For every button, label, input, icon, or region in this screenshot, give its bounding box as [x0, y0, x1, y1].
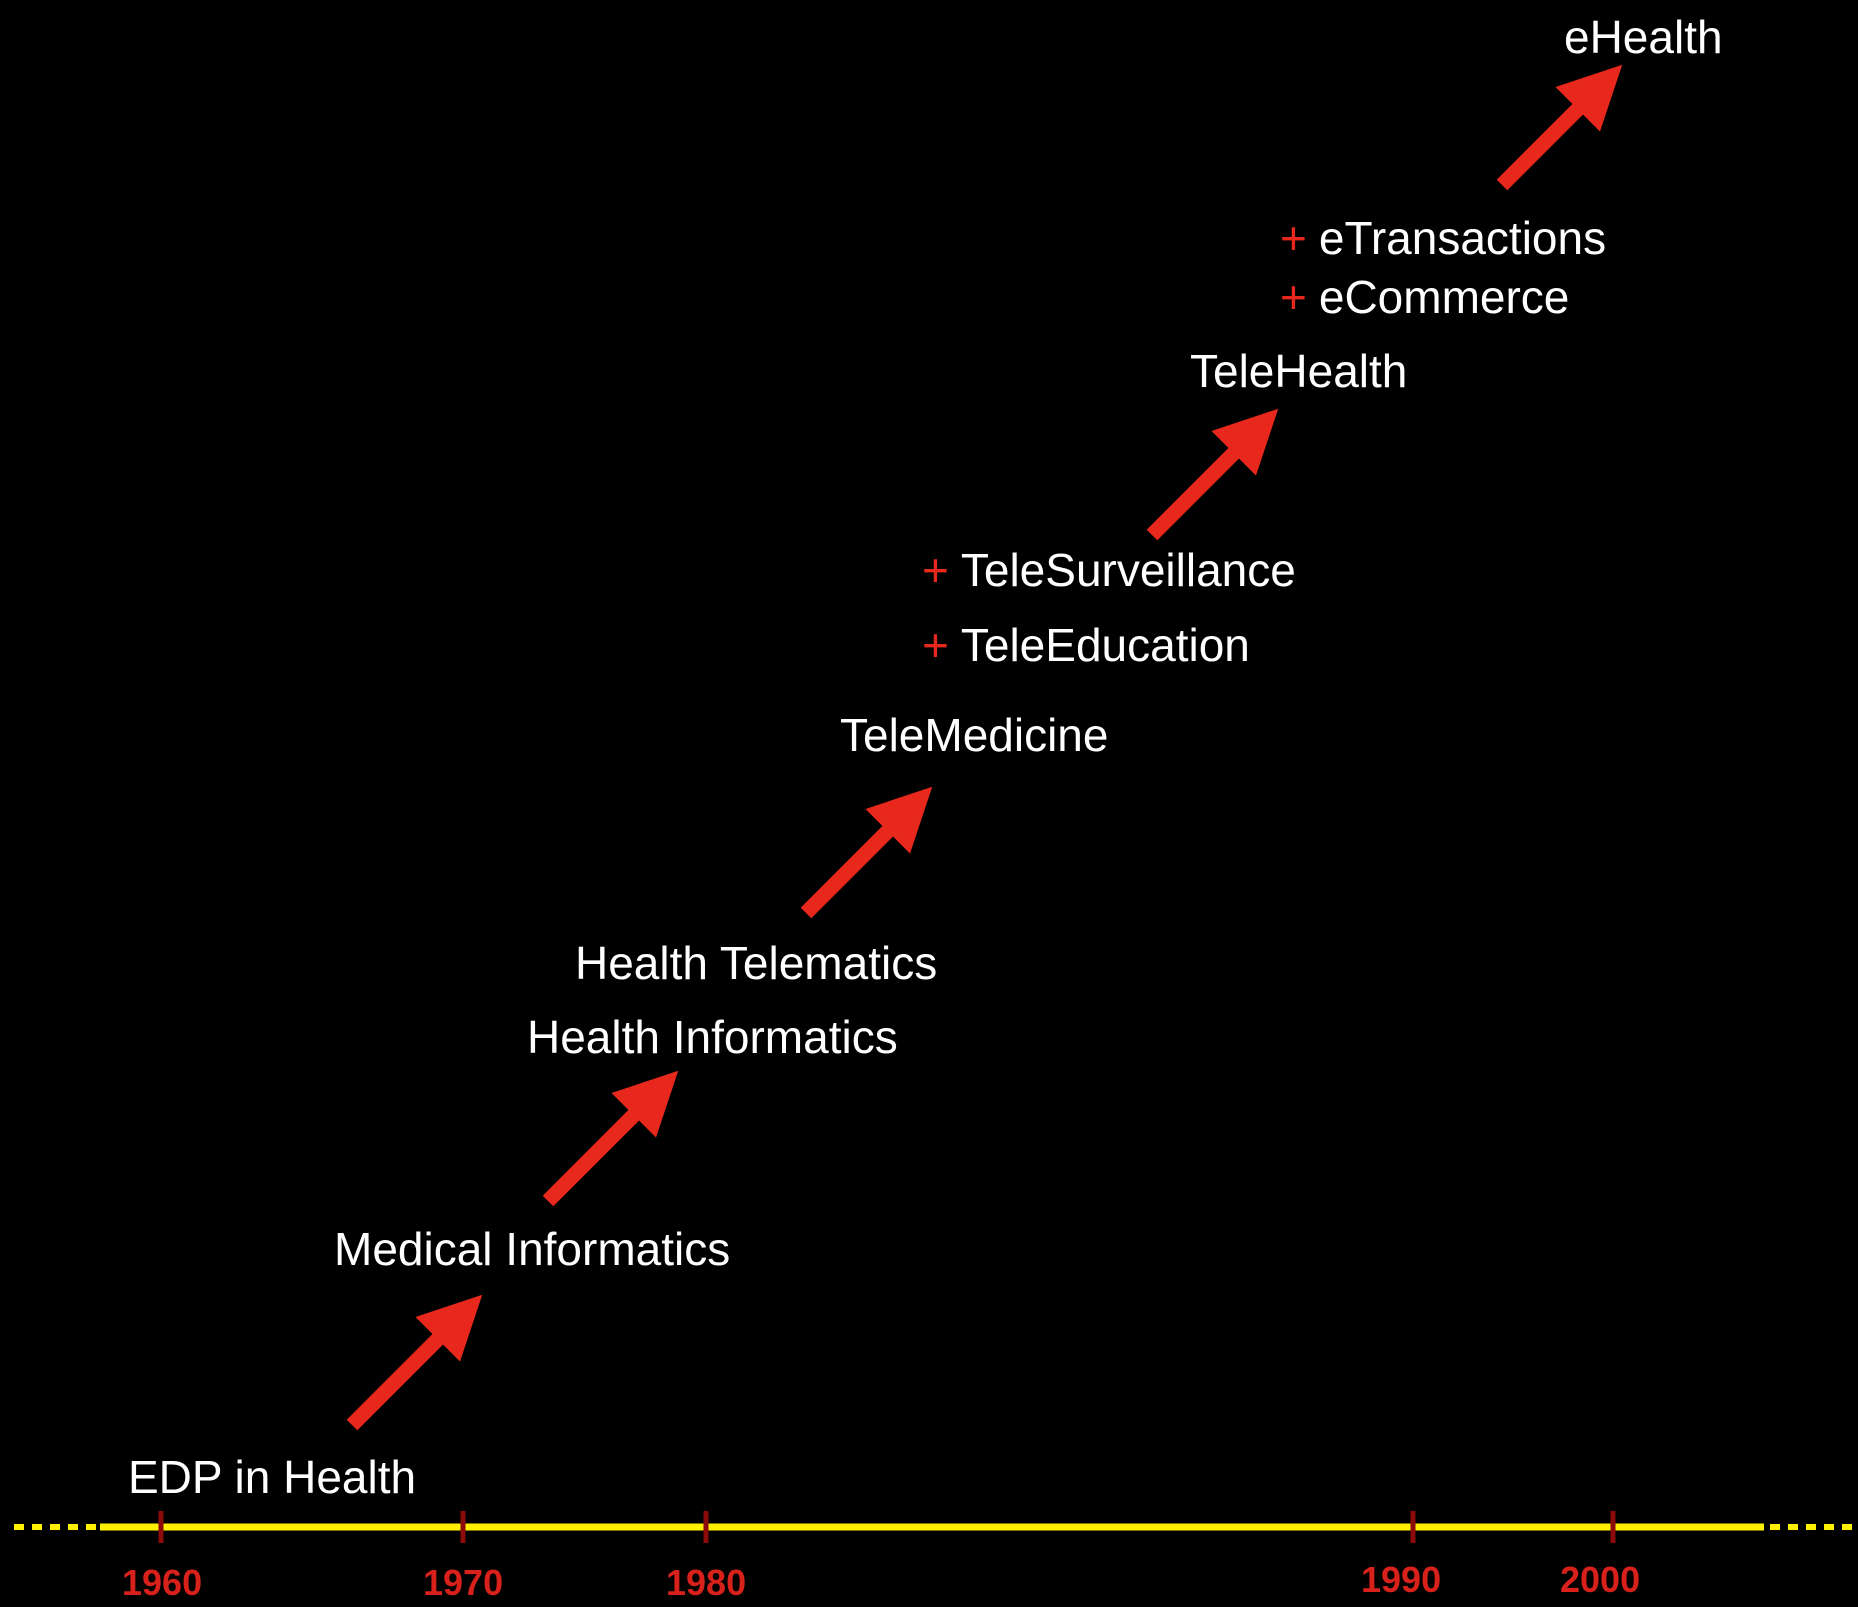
term-telemedicine: TeleMedicine	[840, 709, 1109, 761]
term-teleeducation-label: TeleEducation	[960, 619, 1250, 671]
year-label-1970: 1970	[423, 1562, 504, 1603]
term-health-telematics: Health Telematics	[575, 937, 938, 989]
year-label-1960: 1960	[122, 1562, 203, 1603]
term-telesurveillance: + TeleSurveillance	[922, 544, 1296, 596]
diagonal-up-right-arrow-icon	[542, 1070, 679, 1207]
diagonal-up-right-arrow-icon	[1146, 408, 1279, 541]
diagonal-up-right-arrow-icon	[800, 786, 933, 919]
term-telehealth: TeleHealth	[1190, 345, 1408, 397]
term-medical-informatics: Medical Informatics	[334, 1223, 731, 1275]
year-label-1980: 1980	[666, 1562, 747, 1603]
term-health-informatics: Health Informatics	[527, 1011, 898, 1063]
term-teleeducation: + TeleEducation	[922, 619, 1250, 671]
year-label-2000: 2000	[1560, 1559, 1641, 1600]
term-edp-in-health: EDP in Health	[128, 1451, 417, 1503]
plus-icon: +	[922, 544, 949, 596]
term-ecommerce-label: eCommerce	[1318, 271, 1570, 323]
term-telesurveillance-label: TeleSurveillance	[960, 544, 1296, 596]
term-etransactions-label: eTransactions	[1318, 212, 1607, 264]
plus-icon: +	[922, 619, 949, 671]
year-label-1990: 1990	[1361, 1559, 1442, 1600]
term-ecommerce: + eCommerce	[1280, 271, 1569, 323]
diagonal-up-right-arrow-icon	[1496, 64, 1623, 191]
plus-icon: +	[1280, 212, 1307, 264]
diagonal-up-right-arrow-icon	[346, 1294, 483, 1431]
plus-icon: +	[1280, 271, 1307, 323]
term-ehealth: eHealth	[1564, 11, 1723, 63]
term-etransactions: + eTransactions	[1280, 212, 1606, 264]
